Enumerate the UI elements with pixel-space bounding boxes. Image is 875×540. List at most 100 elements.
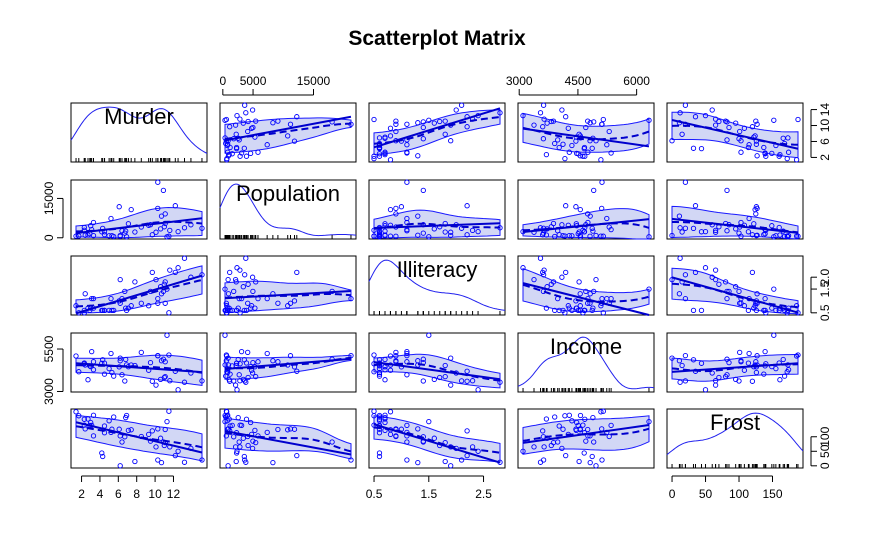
- data-point: [737, 300, 743, 306]
- data-point: [231, 378, 237, 384]
- data-point: [234, 265, 240, 271]
- panel-frame: [517, 255, 655, 316]
- data-point: [227, 423, 233, 429]
- data-point: [577, 426, 583, 432]
- data-point: [679, 362, 685, 369]
- data-point: [550, 118, 557, 124]
- data-point: [437, 118, 443, 125]
- data-point: [646, 117, 652, 123]
- data-point: [785, 149, 792, 155]
- data-point: [608, 422, 614, 429]
- data-point: [604, 295, 610, 302]
- data-point: [753, 204, 760, 210]
- data-point: [123, 307, 130, 314]
- spread-band: [373, 415, 501, 463]
- data-point: [90, 412, 97, 418]
- data-point: [692, 114, 699, 120]
- data-point: [716, 118, 722, 125]
- data-point: [224, 353, 230, 359]
- data-point: [692, 269, 699, 276]
- diagonal-label-illiteracy: Illiteracy: [397, 257, 478, 282]
- data-point: [90, 367, 97, 373]
- data-point: [275, 300, 281, 306]
- data-point: [155, 205, 161, 212]
- data-point: [89, 348, 95, 355]
- tick-label: 4500: [565, 74, 592, 88]
- data-point: [580, 153, 586, 159]
- data-point: [690, 307, 697, 314]
- data-point: [600, 310, 606, 316]
- data-point: [556, 423, 562, 429]
- data-point: [669, 138, 675, 144]
- data-point: [294, 368, 300, 374]
- data-point: [382, 416, 388, 422]
- data-point: [164, 332, 170, 338]
- data-point: [404, 439, 410, 445]
- data-point: [737, 349, 743, 356]
- data-point: [746, 350, 752, 357]
- tick-label: 50: [699, 487, 713, 501]
- data-point: [448, 355, 454, 361]
- data-point: [371, 233, 377, 239]
- data-point: [123, 412, 130, 419]
- data-point: [741, 303, 748, 309]
- data-point: [420, 187, 426, 194]
- data-point: [243, 379, 249, 385]
- data-point: [604, 142, 610, 148]
- data-point: [160, 356, 167, 362]
- data-point: [393, 433, 399, 440]
- data-point: [426, 117, 432, 123]
- panel-frame: [368, 332, 506, 393]
- data-point: [563, 203, 569, 209]
- data-point: [577, 307, 584, 314]
- data-point: [167, 227, 173, 234]
- data-point: [371, 153, 377, 159]
- data-point: [275, 426, 281, 433]
- data-point: [111, 233, 117, 240]
- tick-label: 2.0: [818, 269, 832, 286]
- data-point: [682, 295, 689, 302]
- tick-label: 3000: [506, 74, 533, 88]
- diagonal-label-population: Population: [236, 181, 340, 206]
- data-point: [404, 422, 410, 429]
- spread-band: [75, 354, 203, 386]
- density-curve: [70, 106, 208, 154]
- data-point: [464, 368, 470, 374]
- tick-label: 15000: [297, 74, 331, 88]
- data-point: [224, 303, 230, 309]
- data-point: [552, 233, 558, 240]
- data-point: [754, 232, 760, 238]
- data-point: [682, 102, 689, 108]
- data-point: [415, 120, 421, 126]
- data-point: [712, 227, 719, 234]
- data-point: [222, 332, 228, 338]
- data-point: [784, 155, 790, 162]
- data-point: [577, 206, 583, 213]
- data-point: [225, 149, 231, 155]
- chart-title: Scatterplot Matrix: [348, 27, 526, 50]
- data-point: [247, 419, 254, 426]
- data-point: [566, 149, 572, 155]
- data-point: [745, 229, 752, 235]
- data-point: [153, 444, 159, 450]
- data-point: [76, 369, 82, 375]
- smoother-line: [522, 222, 650, 232]
- data-point: [587, 459, 593, 466]
- panel-illiteracy-vs-murder: [70, 255, 208, 316]
- data-point: [371, 361, 377, 367]
- data-point: [90, 219, 97, 226]
- data-point: [585, 118, 591, 124]
- tick-label: 50: [818, 444, 832, 458]
- data-point: [237, 153, 243, 159]
- data-point: [287, 353, 294, 359]
- data-point: [247, 150, 254, 157]
- spread-band: [224, 117, 352, 154]
- data-point: [566, 305, 572, 311]
- data-point: [606, 433, 612, 440]
- data-point: [577, 153, 583, 159]
- regression-line: [522, 127, 650, 148]
- data-point: [497, 110, 503, 116]
- data-point: [242, 102, 248, 108]
- data-point: [716, 374, 722, 381]
- data-point: [736, 288, 742, 295]
